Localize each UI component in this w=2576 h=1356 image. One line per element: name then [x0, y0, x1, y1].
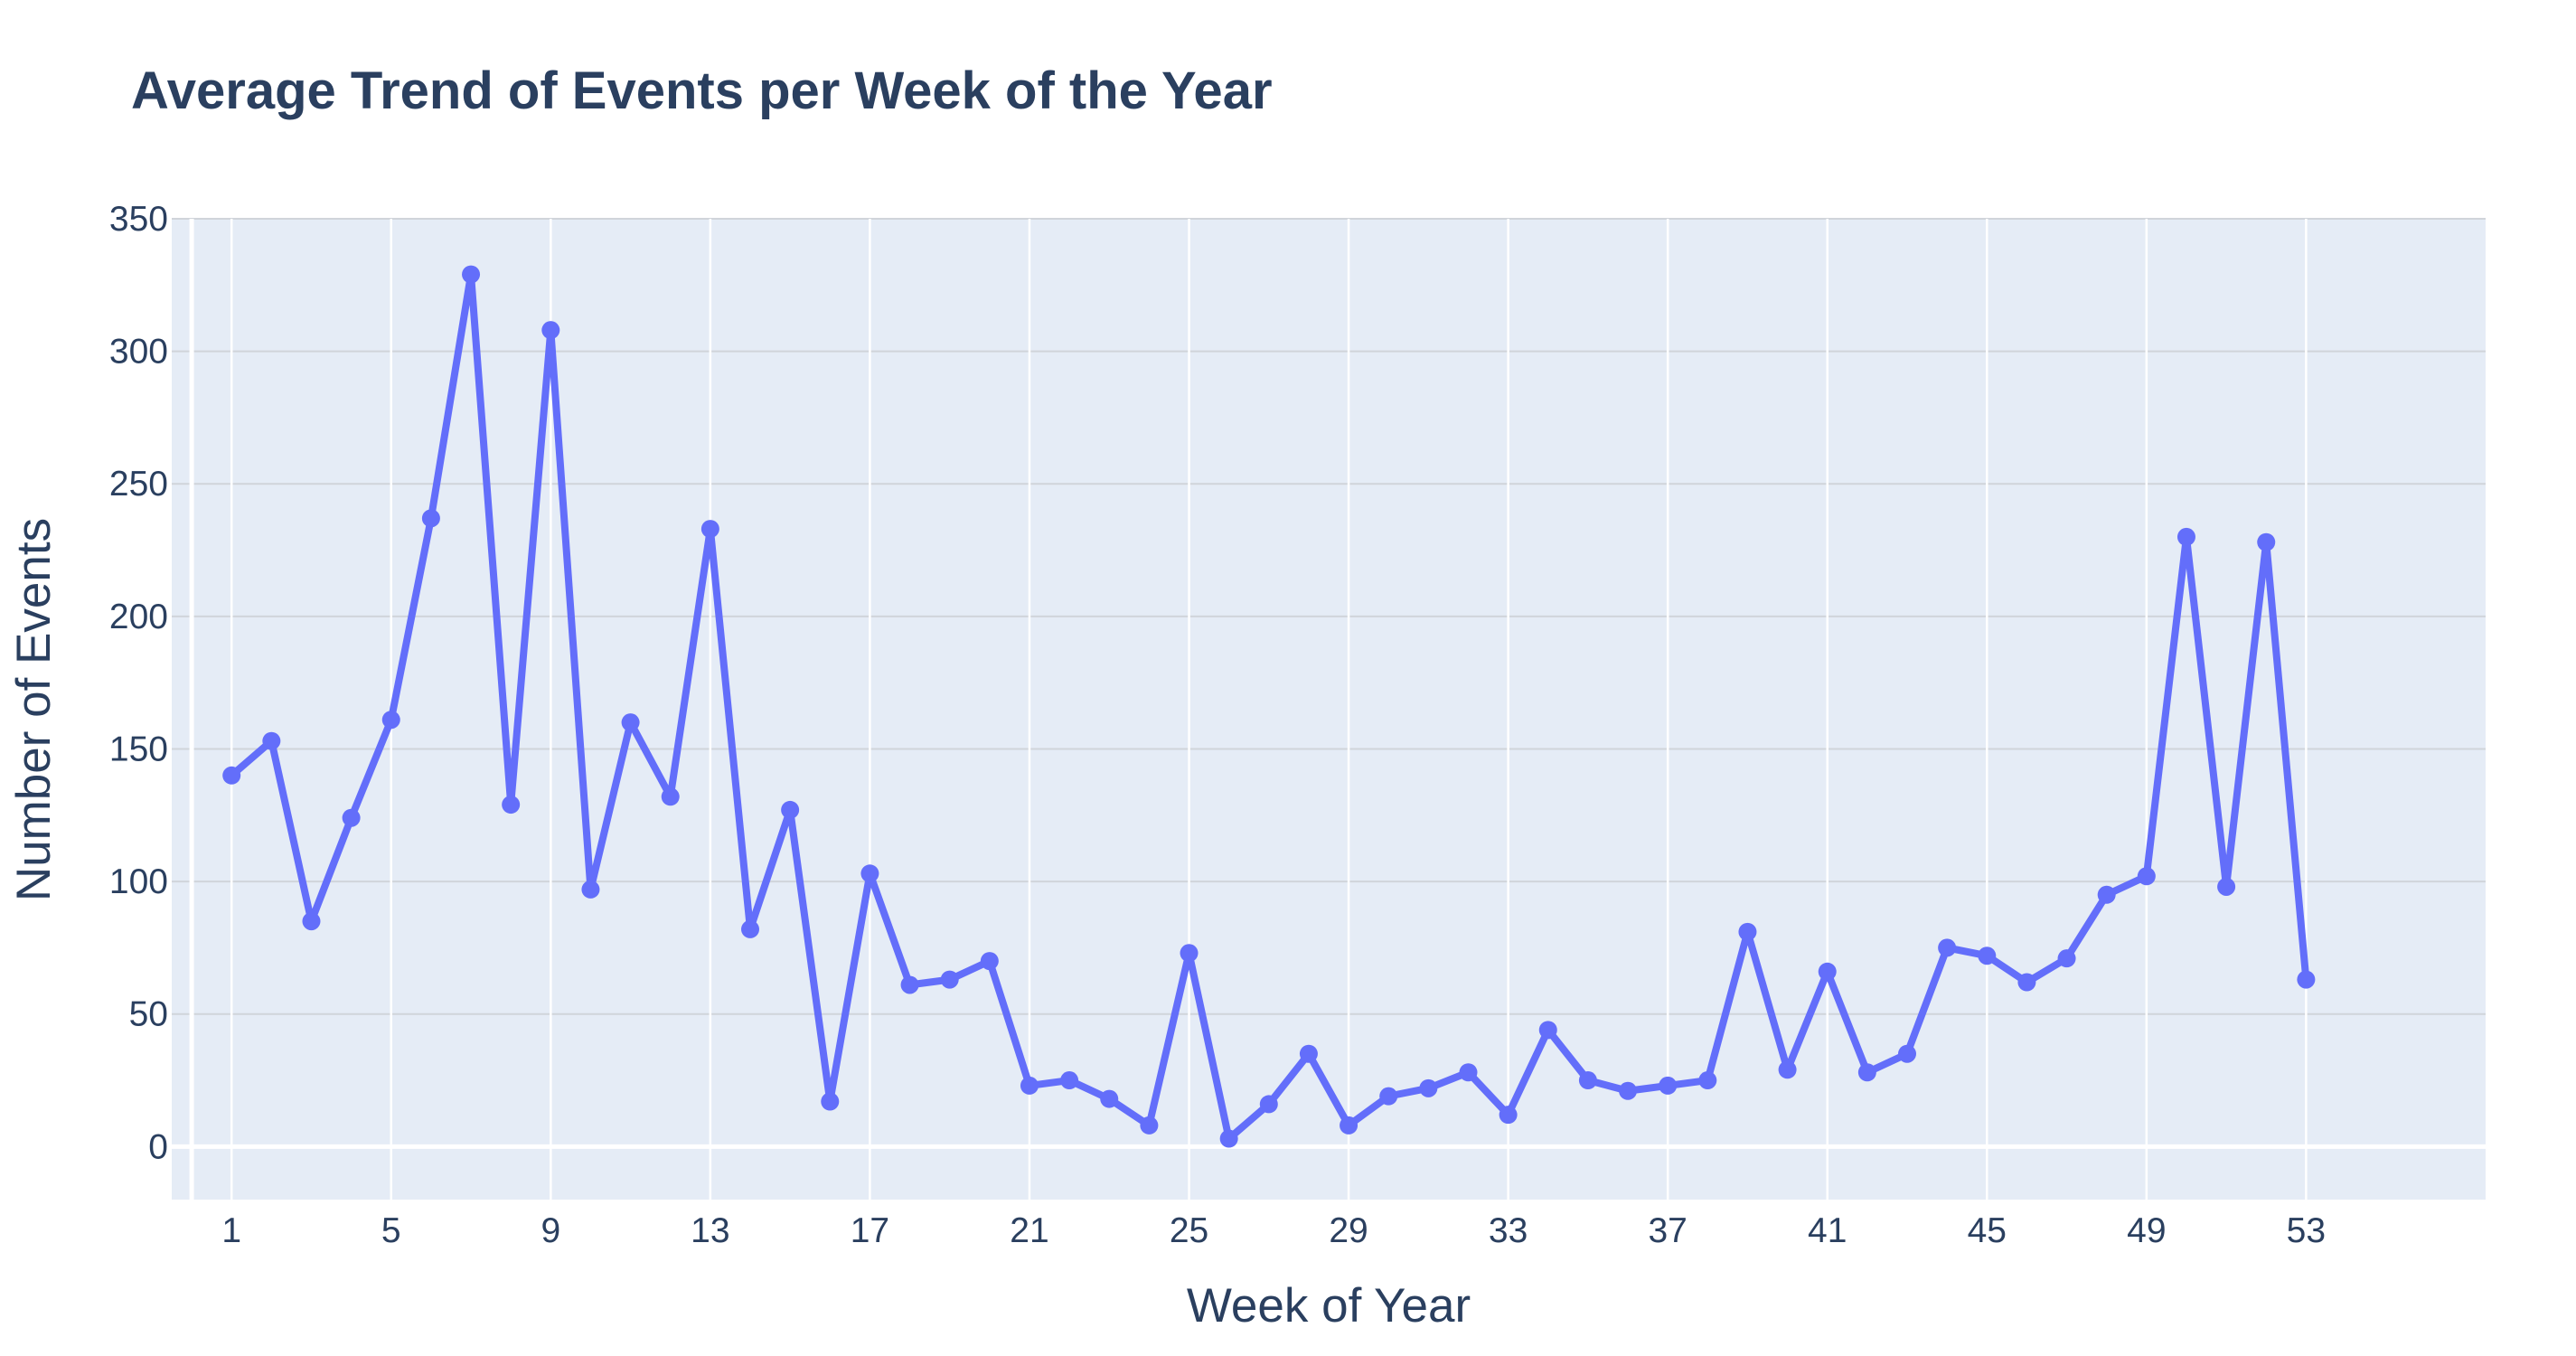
y-tick-labels: 0 50 100 150 200 250 300 350 — [109, 200, 168, 1166]
y-tick-label: 300 — [109, 333, 168, 372]
data-point — [700, 520, 719, 539]
data-point — [2097, 885, 2116, 904]
data-point — [1419, 1078, 1438, 1097]
data-point — [302, 912, 321, 931]
data-point — [1898, 1044, 1916, 1063]
data-point — [2137, 867, 2156, 886]
data-point — [2257, 532, 2276, 551]
data-point — [1459, 1063, 1478, 1082]
y-tick-label: 50 — [129, 995, 168, 1034]
data-point — [781, 800, 800, 819]
data-point — [1180, 944, 1199, 963]
x-tick-labels: 1 5 9 13 17 21 25 29 33 37 41 45 49 53 — [221, 1211, 2326, 1250]
data-point — [381, 711, 400, 730]
data-point — [1619, 1081, 1638, 1100]
x-tick-label: 53 — [2287, 1211, 2326, 1250]
data-point — [1259, 1095, 1278, 1114]
data-point — [940, 970, 959, 989]
y-tick-label: 150 — [109, 730, 168, 768]
data-point — [1978, 946, 1997, 965]
data-point — [900, 975, 919, 994]
data-point — [1219, 1129, 1238, 1148]
data-point — [980, 952, 999, 971]
data-point — [1060, 1071, 1079, 1090]
x-tick-label: 37 — [1648, 1211, 1687, 1250]
data-point — [1499, 1106, 1518, 1125]
y-tick-label: 0 — [148, 1127, 168, 1166]
x-tick-label: 1 — [221, 1211, 241, 1250]
data-point — [421, 509, 440, 528]
data-point — [1857, 1063, 1876, 1082]
x-tick-label: 41 — [1808, 1211, 1847, 1250]
x-tick-label: 49 — [2127, 1211, 2166, 1250]
data-point — [661, 787, 680, 806]
series-markers — [222, 265, 2316, 1148]
data-point — [1659, 1076, 1678, 1095]
data-point — [1340, 1116, 1359, 1135]
data-point — [2057, 949, 2076, 968]
data-point — [741, 919, 759, 938]
data-point — [342, 808, 361, 827]
x-axis-title: Week of Year — [1187, 1279, 1471, 1332]
data-point — [2297, 970, 2316, 989]
data-point — [621, 713, 640, 732]
x-tick-label: 17 — [851, 1211, 889, 1250]
data-point — [262, 731, 281, 750]
data-point — [860, 864, 879, 883]
x-tick-label: 13 — [691, 1211, 729, 1250]
data-point — [2017, 973, 2036, 992]
x-tick-label: 45 — [1968, 1211, 2007, 1250]
data-point — [1818, 962, 1837, 981]
data-point — [2176, 527, 2195, 546]
data-point — [1538, 1021, 1557, 1040]
data-point — [1020, 1076, 1039, 1095]
data-point — [222, 766, 241, 785]
y-tick-label: 350 — [109, 200, 168, 239]
y-tick-label: 200 — [109, 598, 168, 636]
data-point — [1938, 938, 1957, 957]
x-tick-label: 5 — [381, 1211, 401, 1250]
y-tick-label: 100 — [109, 862, 168, 901]
data-point — [1778, 1060, 1797, 1079]
data-point — [1738, 922, 1757, 941]
x-tick-label: 29 — [1329, 1211, 1368, 1250]
x-tick-label: 21 — [1010, 1211, 1048, 1250]
data-point — [1299, 1044, 1318, 1063]
data-point — [581, 880, 600, 899]
x-tick-label: 9 — [541, 1211, 560, 1250]
data-point — [1379, 1087, 1398, 1106]
y-tick-label: 250 — [109, 465, 168, 504]
data-point — [462, 265, 481, 284]
y-gridlines — [172, 218, 2486, 1015]
data-point — [502, 796, 521, 815]
x-tick-label: 25 — [1170, 1211, 1208, 1250]
y-axis-title: Number of Events — [7, 518, 61, 901]
x-tick-label: 33 — [1489, 1211, 1528, 1250]
data-point — [1140, 1116, 1159, 1135]
data-point — [541, 321, 560, 340]
data-point — [1698, 1071, 1717, 1090]
chart-title: Average Trend of Events per Week of the … — [131, 61, 1273, 120]
data-point — [1100, 1089, 1119, 1108]
data-point — [1578, 1071, 1597, 1090]
data-point — [821, 1092, 840, 1111]
data-point — [2217, 877, 2236, 896]
